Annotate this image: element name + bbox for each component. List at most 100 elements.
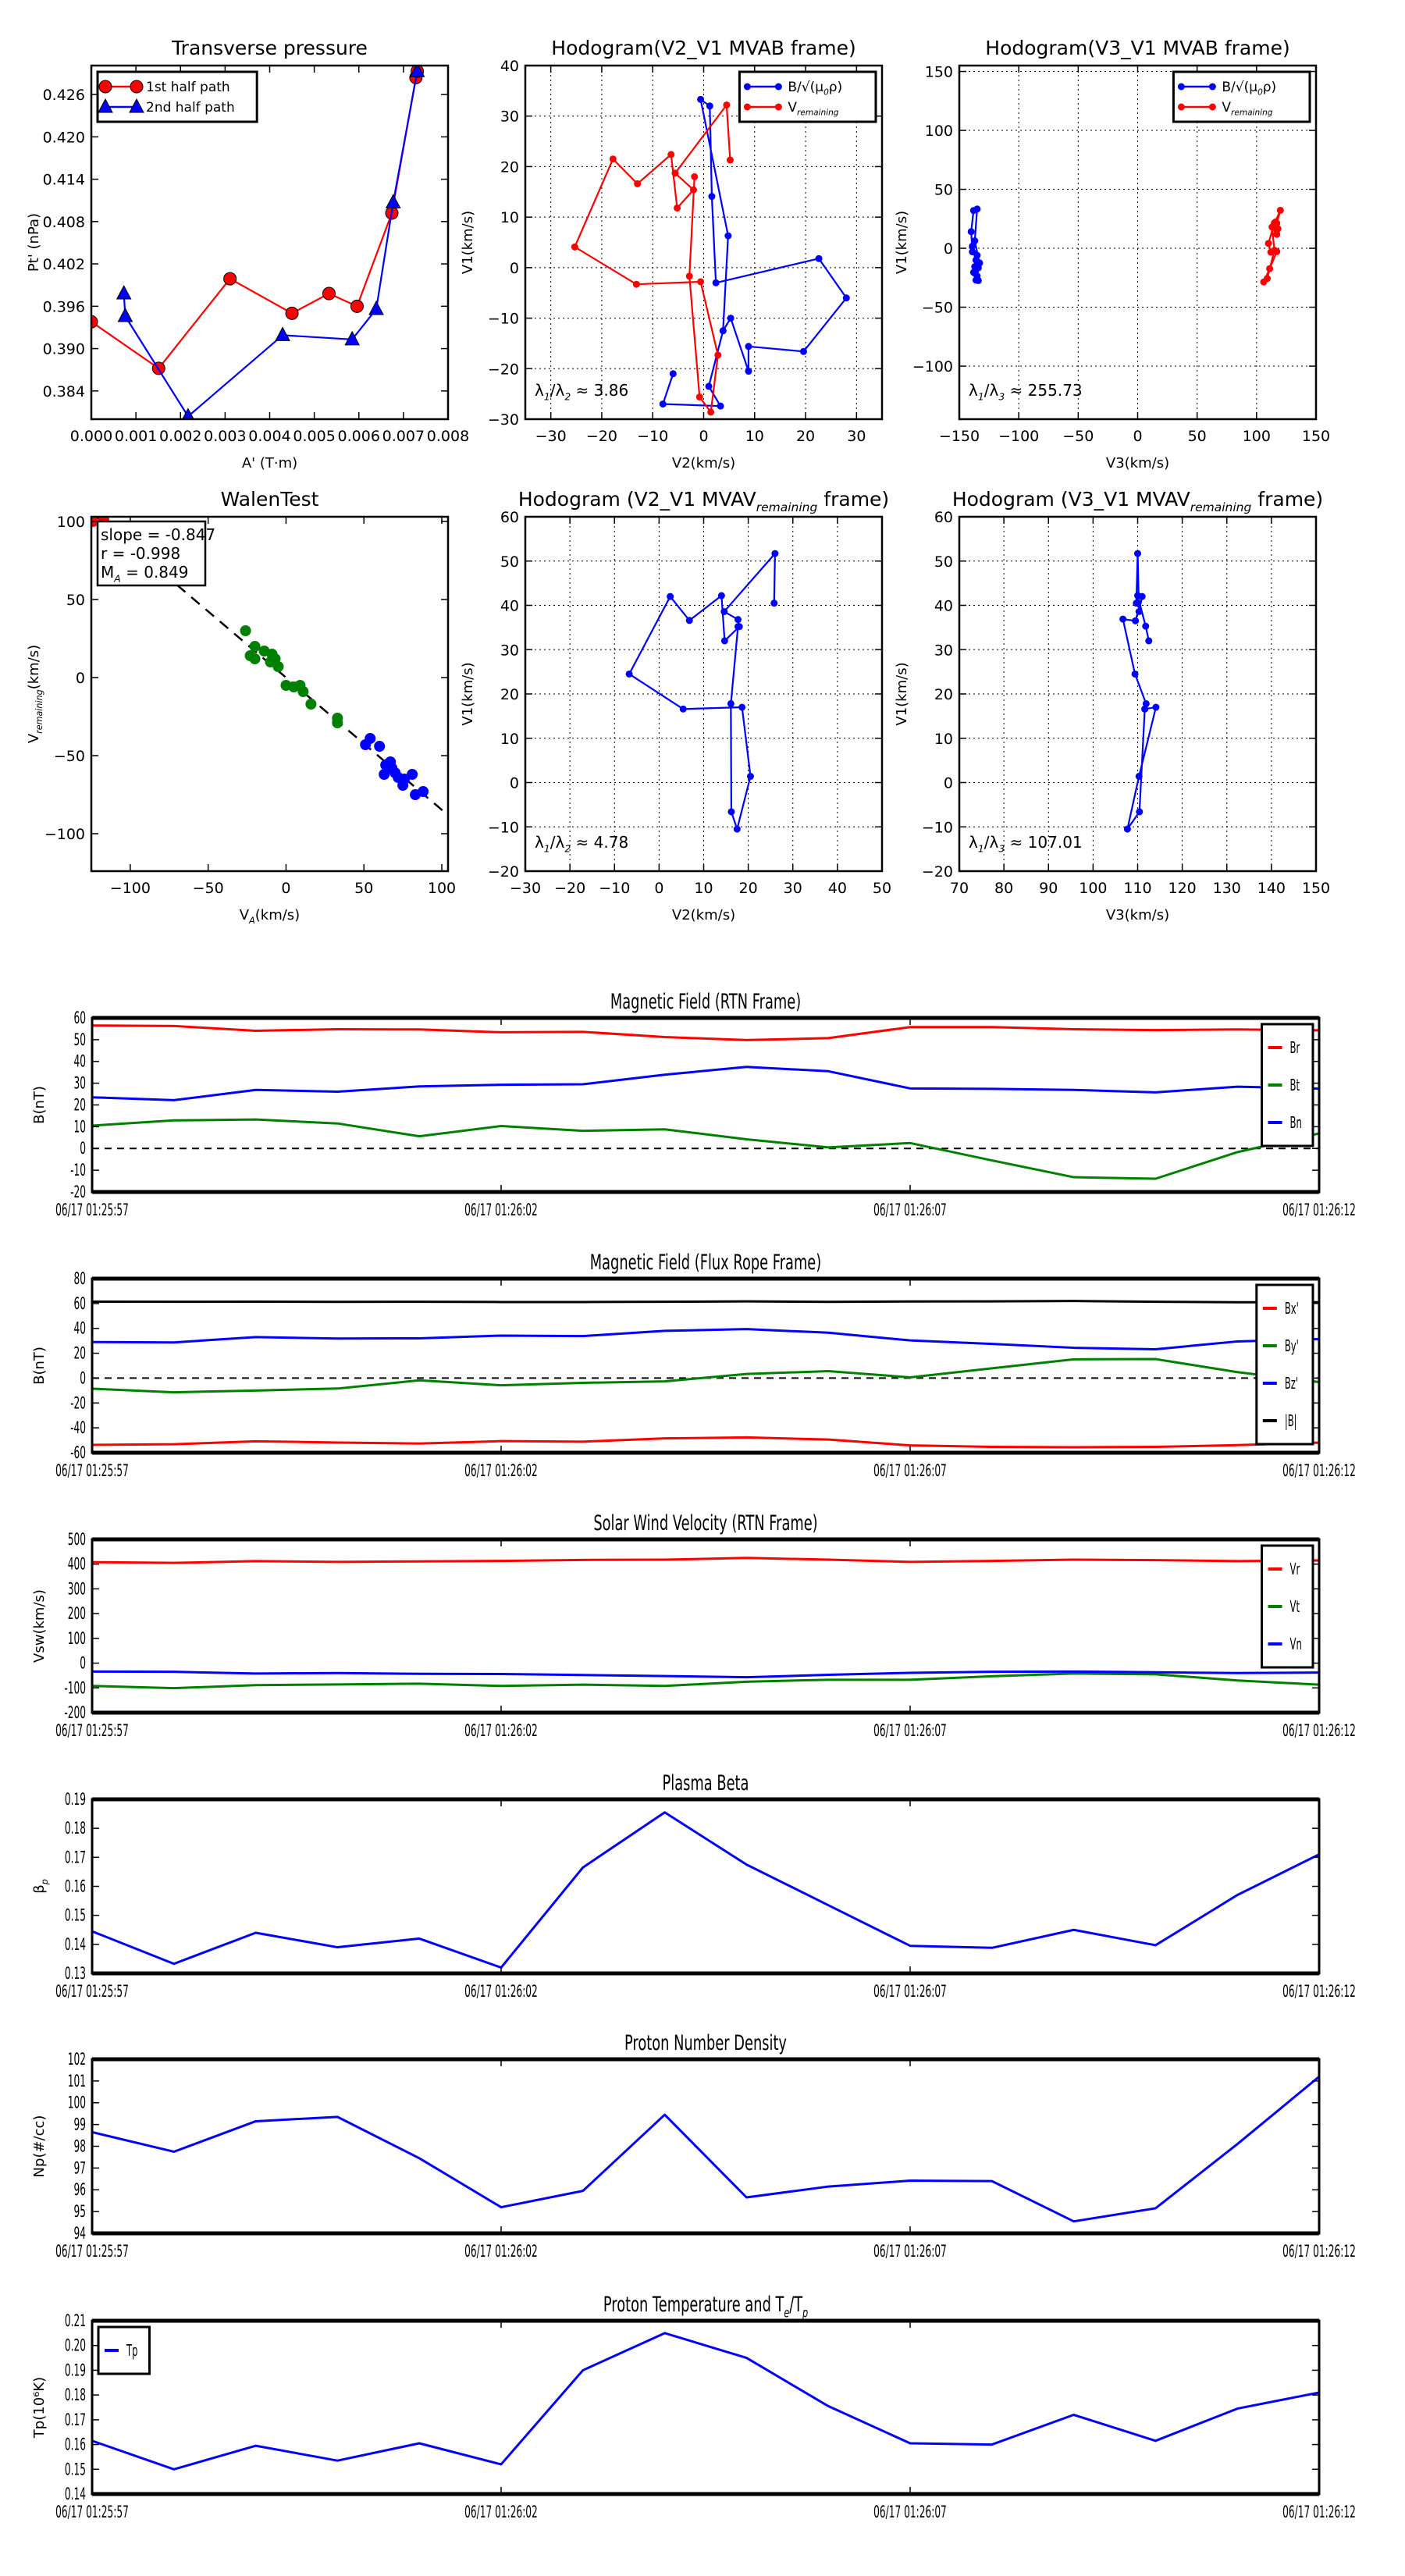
data-point bbox=[1142, 699, 1150, 707]
x-tick-label: 06/17 01:26:07 bbox=[873, 2503, 947, 2522]
y-tick-label: 20 bbox=[74, 1344, 86, 1363]
data-point bbox=[679, 705, 687, 713]
legend-box bbox=[96, 70, 258, 123]
x-axis-label: V3(km/s) bbox=[1106, 455, 1169, 471]
y-tick-label: 100 bbox=[925, 123, 953, 140]
legend-marker bbox=[774, 83, 782, 91]
legend-marker bbox=[98, 98, 113, 113]
data-point bbox=[967, 228, 975, 236]
y-tick-label: 40 bbox=[74, 1319, 86, 1338]
y-axis-label: Np(#/cc) bbox=[31, 2115, 48, 2178]
x-tick-label: 0.005 bbox=[293, 428, 335, 445]
data-point bbox=[691, 173, 699, 180]
y-tick-label: 0.14 bbox=[65, 2485, 86, 2504]
y-tick-label: 300 bbox=[68, 1580, 86, 1599]
eigenvalue-ratio-text: λ1/λ2 ≈ 3.86 bbox=[535, 381, 628, 403]
plot-area bbox=[92, 1300, 1319, 1449]
y-tick-label: 98 bbox=[74, 2137, 86, 2156]
data-point bbox=[322, 286, 336, 301]
plot-area bbox=[571, 95, 850, 416]
chart-title: Hodogram (V2_V1 MVAVremaining frame) bbox=[518, 488, 889, 514]
data-point bbox=[182, 407, 194, 419]
series-line-1 bbox=[92, 1118, 1319, 1180]
data-point bbox=[409, 66, 425, 77]
legend-label: Vremaining bbox=[788, 100, 838, 118]
y-axis-label: V1(km/s) bbox=[460, 211, 476, 274]
data-point bbox=[1132, 617, 1140, 624]
y-tick-label: −20 bbox=[922, 863, 953, 881]
transverse-pressure-chart: 0.000 0.001 0.002 0.003 0.004 0.005 0.006 0.007… bbox=[26, 37, 469, 471]
solar-wind-velocity-chart: 06/17 01:25:57 06/17 01:26:02 06/17 01:26:… bbox=[31, 1511, 1356, 1741]
x-axis-label: VA(km/s) bbox=[240, 907, 300, 926]
x-axis-label: V2(km/s) bbox=[672, 907, 735, 923]
y-tick-label: 96 bbox=[74, 2181, 86, 2200]
legend-entry: Bn bbox=[1268, 1114, 1302, 1132]
x-tick-label: 06/17 01:26:02 bbox=[464, 1201, 538, 1220]
x-tick-label: 06/17 01:26:12 bbox=[1282, 2243, 1356, 2261]
data-point bbox=[695, 393, 703, 401]
y-tick-label: 95 bbox=[74, 2203, 86, 2222]
legend-entry: Vn bbox=[1268, 1635, 1302, 1653]
legend-label: Vn bbox=[1290, 1635, 1302, 1653]
series-line-1 bbox=[574, 104, 731, 414]
x-tick-label: −30 bbox=[510, 880, 541, 897]
x-tick-label: 06/17 01:26:07 bbox=[873, 1462, 947, 1481]
x-tick-label: 06/17 01:26:07 bbox=[873, 1983, 947, 2001]
x-tick-label: −100 bbox=[110, 880, 151, 897]
x-tick-label: 90 bbox=[1039, 880, 1058, 897]
data-point bbox=[249, 653, 261, 664]
x-tick-label: 0.008 bbox=[427, 428, 469, 445]
x-tick-label: 06/17 01:26:12 bbox=[1282, 2503, 1356, 2522]
series-line-1 bbox=[92, 1357, 1319, 1394]
y-tick-label: −30 bbox=[488, 411, 519, 429]
chart-title: Hodogram(V2_V1 MVAB frame) bbox=[551, 37, 855, 59]
y-tick-label: 200 bbox=[68, 1605, 86, 1624]
data-point bbox=[1136, 808, 1144, 816]
data-point bbox=[407, 769, 418, 780]
x-tick-label: 06/17 01:26:12 bbox=[1282, 1201, 1356, 1220]
y-axis-label: B(nT) bbox=[31, 1347, 48, 1385]
legend-entry: By' bbox=[1262, 1337, 1299, 1355]
y-tick-label: 0.18 bbox=[65, 2386, 86, 2405]
legend-entry: Bx' bbox=[1262, 1300, 1299, 1318]
data-point bbox=[733, 825, 741, 833]
y-tick-label: 0.16 bbox=[65, 1877, 86, 1896]
y-tick-label: 0.390 bbox=[43, 341, 85, 358]
legend: Vr Vt Vn bbox=[1261, 1544, 1314, 1669]
legend-entry: 2nd half path bbox=[98, 98, 235, 116]
chart-title: Proton Number Density bbox=[624, 2031, 787, 2055]
x-tick-label: 0 bbox=[1133, 428, 1142, 445]
y-tick-label: −20 bbox=[488, 863, 519, 881]
x-tick-label: 0.003 bbox=[204, 428, 246, 445]
y-tick-label: 0 bbox=[76, 670, 85, 687]
y-tick-label: 0.19 bbox=[65, 1791, 86, 1809]
x-tick-label: 06/17 01:26:12 bbox=[1282, 1462, 1356, 1481]
x-tick-label: 06/17 01:26:12 bbox=[1282, 1722, 1356, 1741]
y-tick-label: −20 bbox=[488, 361, 519, 378]
data-point bbox=[418, 786, 429, 797]
y-axis-label: V1(km/s) bbox=[894, 662, 910, 725]
x-tick-label: 130 bbox=[1213, 880, 1241, 897]
x-tick-label: −50 bbox=[193, 880, 224, 897]
x-tick-label: 06/17 01:26:07 bbox=[873, 1722, 947, 1741]
data-point bbox=[969, 269, 977, 276]
y-axis-label: Tp(10⁶K) bbox=[31, 2377, 48, 2439]
legend-entry: Vr bbox=[1268, 1560, 1300, 1578]
data-point bbox=[1123, 825, 1131, 833]
data-point bbox=[842, 294, 850, 302]
legend-label: Bt bbox=[1290, 1076, 1300, 1094]
series-line-2 bbox=[92, 1328, 1319, 1350]
plot-area bbox=[91, 517, 448, 817]
legend-entry: Bt bbox=[1268, 1076, 1300, 1094]
y-tick-label: 50 bbox=[74, 1031, 86, 1050]
legend: B/√(μ0ρ) Vremaining bbox=[1172, 70, 1311, 123]
y-tick-label: 100 bbox=[57, 514, 85, 531]
y-tick-label: 0.15 bbox=[65, 1906, 86, 1925]
data-point bbox=[385, 194, 401, 208]
data-point bbox=[969, 248, 976, 256]
plasma-beta-chart: 06/17 01:25:57 06/17 01:26:02 06/17 01:26:… bbox=[31, 1771, 1356, 2001]
y-axis-label: V1(km/s) bbox=[894, 211, 910, 274]
data-point bbox=[727, 808, 735, 816]
x-tick-label: 0 bbox=[654, 880, 663, 897]
